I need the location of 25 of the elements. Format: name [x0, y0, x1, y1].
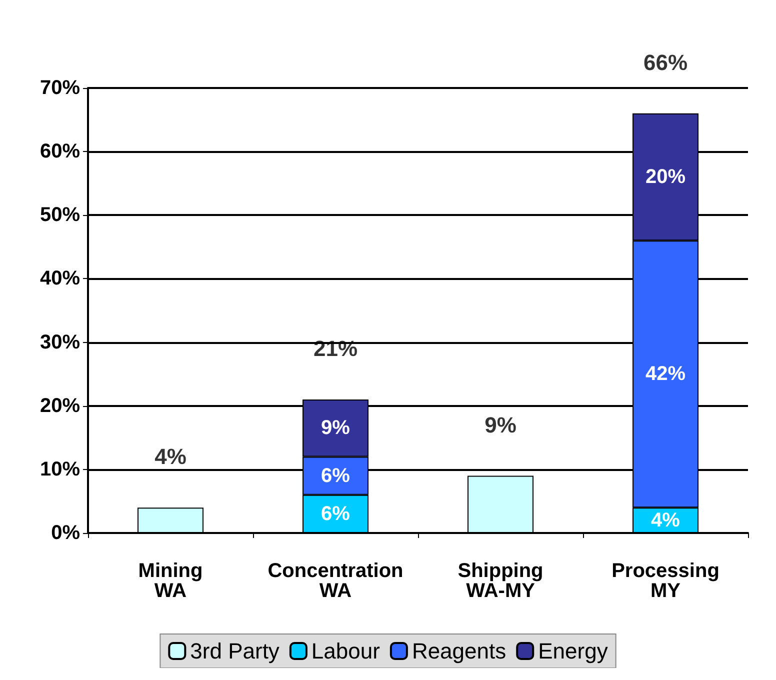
y-tick-label: 60% — [40, 140, 80, 163]
y-tick-label: 20% — [40, 394, 80, 417]
y-tick-label: 10% — [40, 458, 80, 480]
y-tick-label: 50% — [40, 204, 80, 226]
total-label: 4% — [154, 444, 186, 470]
x-tick-label: Processing MY — [612, 560, 720, 602]
data-label: 20% — [645, 166, 686, 188]
data-label: 6% — [321, 502, 350, 525]
y-tick-label: 70% — [40, 77, 80, 99]
y-tick-label: 0% — [51, 522, 80, 544]
legend-label: Labour — [311, 638, 380, 664]
x-tick-label: Mining WA — [138, 560, 203, 602]
data-label: 4% — [651, 509, 680, 532]
x-tick-label: Shipping WA-MY — [458, 560, 544, 602]
data-label: 9% — [321, 417, 350, 440]
y-tick-label: 30% — [40, 331, 80, 354]
total-label: 66% — [643, 50, 688, 75]
legend-label: Energy — [538, 638, 608, 664]
data-label: 6% — [321, 464, 350, 487]
legend-label: 3rd Party — [190, 638, 280, 664]
data-label: 42% — [645, 363, 686, 386]
total-label: 9% — [484, 412, 516, 438]
y-tick-label: 40% — [40, 268, 80, 290]
x-tick-label: Concentration WA — [268, 560, 404, 602]
legend-label: Reagents — [412, 638, 506, 664]
